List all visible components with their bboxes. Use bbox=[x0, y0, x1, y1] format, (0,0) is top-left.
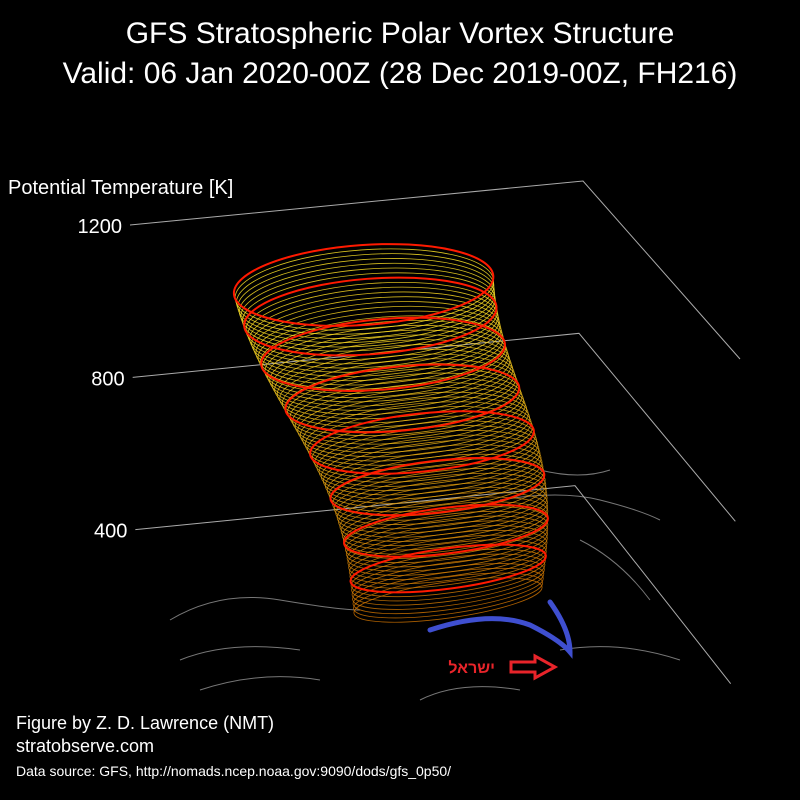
grid-line bbox=[135, 485, 732, 684]
grid-line bbox=[132, 332, 736, 522]
isentrope bbox=[338, 482, 548, 538]
isentrope bbox=[255, 305, 503, 382]
isentrope bbox=[344, 510, 549, 564]
y-tick-label: 800 bbox=[91, 368, 124, 390]
credit: Figure by Z. D. Lawrence (NMT) bbox=[16, 713, 274, 733]
vortex-edge bbox=[349, 543, 547, 594]
isentrope bbox=[349, 539, 547, 589]
source: Data source: GFS, http://nomads.ncep.noa… bbox=[16, 763, 451, 779]
isentrope bbox=[353, 572, 544, 619]
axes: 400 800 1200 bbox=[78, 180, 741, 684]
isentrope bbox=[333, 468, 547, 525]
isentrope bbox=[353, 577, 543, 623]
vortex-edge bbox=[284, 363, 521, 434]
site: stratobserve.com bbox=[16, 736, 154, 756]
vortex-edge bbox=[260, 316, 506, 392]
isentrope bbox=[302, 396, 531, 462]
isentrope bbox=[345, 515, 549, 568]
y-axis-label: Potential Temperature [K] bbox=[8, 177, 233, 199]
isentrope bbox=[346, 520, 548, 572]
vortex bbox=[232, 243, 549, 623]
isentrope bbox=[335, 472, 547, 530]
vortex-edge bbox=[343, 503, 549, 558]
y-tick-label: 1200 bbox=[78, 216, 123, 238]
isentrope bbox=[339, 487, 548, 542]
isentrope bbox=[351, 553, 546, 602]
isentrope bbox=[292, 377, 525, 445]
isentrope bbox=[249, 291, 500, 369]
grid-line bbox=[129, 180, 741, 360]
vortex-edge bbox=[309, 410, 535, 475]
isentrope bbox=[336, 477, 548, 534]
y-tick-label: 400 bbox=[94, 521, 127, 543]
isentrope bbox=[251, 296, 501, 373]
isentrope bbox=[299, 391, 529, 458]
isentrope bbox=[294, 382, 526, 449]
place-label: ישראל bbox=[448, 659, 495, 677]
vortex-edge bbox=[232, 243, 495, 327]
blue-contour bbox=[427, 599, 573, 659]
isentrope bbox=[351, 558, 545, 606]
vortex-edge bbox=[243, 276, 498, 357]
chart-subtitle: Valid: 06 Jan 2020-00Z (28 Dec 2019-00Z,… bbox=[63, 57, 738, 90]
chart-title: GFS Stratospheric Polar Vortex Structure bbox=[126, 17, 675, 50]
isentrope bbox=[352, 563, 545, 610]
isentrope bbox=[253, 301, 502, 377]
coastlines bbox=[169, 469, 681, 701]
isentrope bbox=[347, 525, 548, 576]
arrow bbox=[509, 653, 559, 681]
vortex-edge bbox=[329, 457, 546, 517]
